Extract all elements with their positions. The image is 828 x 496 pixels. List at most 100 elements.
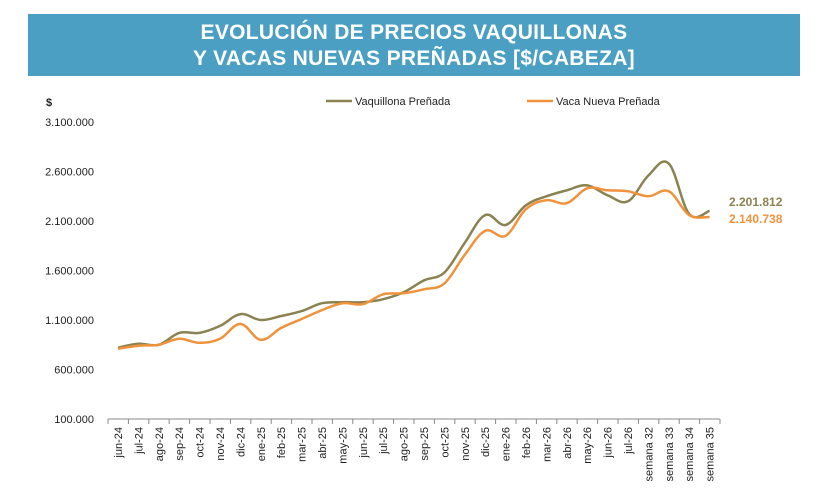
data-point — [586, 184, 589, 187]
data-point — [280, 327, 283, 330]
data-point — [300, 318, 303, 321]
data-point — [647, 195, 650, 198]
x-tick-label: mar-26 — [541, 427, 553, 462]
data-point — [667, 162, 670, 165]
data-point — [402, 292, 405, 295]
data-point — [423, 279, 426, 282]
x-tick-label: feb-25 — [276, 427, 288, 458]
data-point — [463, 241, 466, 244]
data-point — [117, 347, 120, 350]
y-tick-label: 1.600.000 — [45, 266, 94, 278]
data-point — [198, 331, 201, 334]
x-tick-label: abr-26 — [562, 427, 574, 459]
data-point — [647, 174, 650, 177]
data-point — [667, 190, 670, 193]
x-tick-label: ago-25 — [399, 427, 411, 461]
data-point — [280, 315, 283, 318]
data-point — [178, 337, 181, 340]
data-point — [525, 204, 528, 207]
data-point — [504, 224, 507, 227]
x-tick-label: ene-25 — [256, 427, 268, 461]
data-point — [382, 298, 385, 301]
chart-title-line-1: EVOLUCIÓN DE PRECIOS VAQUILLONAS — [200, 21, 628, 44]
x-tick-label: sep-25 — [419, 427, 431, 461]
data-point — [545, 199, 548, 202]
x-tick-label: semana 34 — [684, 427, 696, 481]
data-point — [484, 214, 487, 217]
data-point — [688, 214, 691, 217]
data-point — [627, 200, 630, 203]
x-tick-label: sep-24 — [174, 427, 186, 461]
data-point — [708, 216, 711, 219]
data-point — [219, 337, 222, 340]
x-tick-label: jun-25 — [358, 427, 370, 459]
data-point — [443, 271, 446, 274]
chart-title-line-2: Y VACAS NUEVAS PREÑADAS [$/CABEZA] — [193, 47, 635, 70]
data-point — [300, 310, 303, 313]
data-point — [321, 309, 324, 312]
data-point — [525, 208, 528, 211]
data-point — [382, 293, 385, 296]
x-tick-label: jul-26 — [623, 427, 635, 455]
data-point — [708, 210, 711, 213]
chart-title-banner: EVOLUCIÓN DE PRECIOS VAQUILLONAS Y VACAS… — [28, 14, 800, 76]
y-tick-label: 2.100.000 — [45, 216, 94, 228]
data-point — [361, 303, 364, 306]
series-end-value-label: 2.201.812 — [729, 195, 783, 209]
x-tick-label: semana 33 — [664, 427, 676, 481]
x-tick-label: jul-24 — [133, 427, 145, 455]
data-point — [321, 302, 324, 305]
data-point — [586, 187, 589, 190]
data-point — [239, 323, 242, 326]
data-point — [504, 234, 507, 237]
y-tick-label: 3.100.000 — [45, 117, 94, 129]
data-point — [259, 319, 262, 322]
data-point — [341, 302, 344, 305]
x-tick-label: dic-24 — [235, 427, 247, 457]
data-point — [627, 190, 630, 193]
data-point — [565, 189, 568, 192]
y-tick-label: 1.100.000 — [45, 315, 94, 327]
x-tick-label: oct-25 — [439, 427, 451, 458]
x-tick-label: ago-24 — [154, 427, 166, 461]
data-point — [565, 202, 568, 205]
series-end-value-label: 2.140.738 — [729, 212, 783, 226]
x-tick-label: mar-25 — [297, 427, 309, 462]
series-line-1 — [117, 160, 711, 349]
x-tick-label: ene-26 — [501, 427, 513, 461]
y-axis-unit-label: $ — [46, 97, 52, 109]
x-tick-label: dic-25 — [480, 427, 492, 457]
data-point — [259, 338, 262, 341]
x-tick-label: feb-26 — [521, 427, 533, 458]
data-point — [178, 331, 181, 334]
legend-label: Vaca Nueva Preñada — [556, 96, 661, 108]
x-tick-label: nov-25 — [460, 427, 472, 461]
data-point — [219, 325, 222, 328]
data-point — [463, 253, 466, 256]
data-point — [545, 195, 548, 198]
x-tick-label: jun-24 — [113, 427, 125, 459]
x-tick-label: semana 32 — [643, 427, 655, 481]
x-tick-label: nov-24 — [215, 427, 227, 461]
x-tick-label: jun-26 — [603, 427, 615, 459]
data-point — [198, 341, 201, 344]
data-point — [606, 194, 609, 197]
x-tick-label: abr-25 — [317, 427, 329, 459]
data-point — [137, 344, 140, 347]
x-tick-label: semana 35 — [705, 427, 717, 481]
y-tick-label: 600.000 — [54, 365, 94, 377]
y-tick-label: 2.600.000 — [45, 167, 94, 179]
series-line-2 — [117, 186, 710, 350]
x-tick-label: oct-24 — [195, 427, 207, 458]
legend-label: Vaquillona Preñada — [355, 96, 451, 108]
x-tick-label: jul-25 — [378, 427, 390, 455]
data-point — [423, 288, 426, 291]
data-point — [157, 343, 160, 346]
data-point — [484, 230, 487, 233]
data-point — [239, 313, 242, 316]
data-point — [606, 189, 609, 192]
x-tick-label: may-25 — [337, 427, 349, 464]
x-tick-label: may-26 — [582, 427, 594, 464]
y-tick-label: 100.000 — [54, 414, 94, 426]
